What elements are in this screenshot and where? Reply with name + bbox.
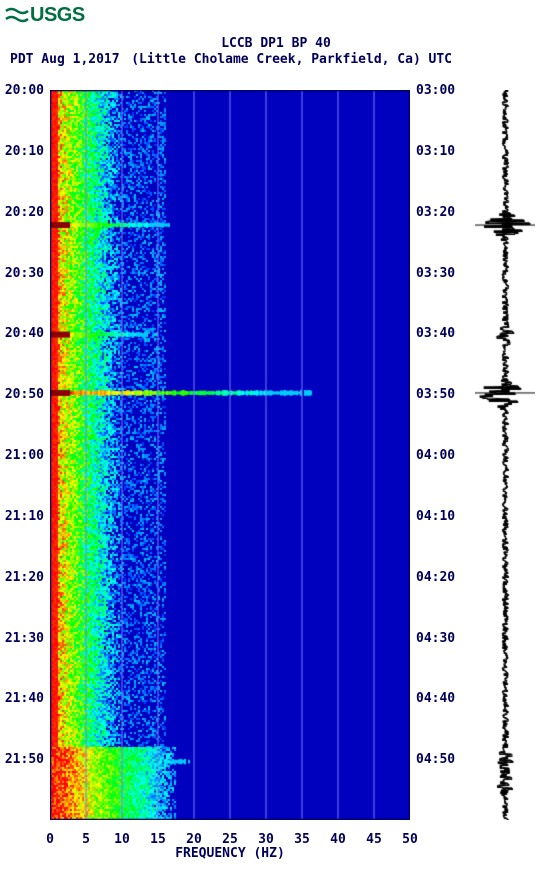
right-tick-label: 03:00 bbox=[416, 83, 456, 98]
left-tick-label: 21:50 bbox=[4, 752, 44, 767]
x-tick-label: 30 bbox=[256, 832, 276, 847]
subtitle-right: UTC bbox=[429, 52, 452, 67]
spectrogram-plot bbox=[50, 90, 410, 820]
x-tick-label: 20 bbox=[184, 832, 204, 847]
x-tick-label: 35 bbox=[292, 832, 312, 847]
left-tick-label: 20:50 bbox=[4, 387, 44, 402]
left-tick-label: 21:20 bbox=[4, 570, 44, 585]
x-tick-label: 5 bbox=[76, 832, 96, 847]
right-tick-label: 03:20 bbox=[416, 205, 456, 220]
left-tick-label: 21:10 bbox=[4, 509, 44, 524]
x-tick-label: 0 bbox=[40, 832, 60, 847]
seismogram-trace bbox=[475, 90, 535, 820]
right-tick-label: 03:10 bbox=[416, 144, 456, 159]
right-tick-label: 04:00 bbox=[416, 448, 456, 463]
left-tick-label: 21:00 bbox=[4, 448, 44, 463]
subtitle-mid: (Little Cholame Creek, Parkfield, Ca) bbox=[0, 52, 552, 67]
x-tick-label: 45 bbox=[364, 832, 384, 847]
right-tick-label: 04:30 bbox=[416, 631, 456, 646]
right-tick-label: 04:50 bbox=[416, 752, 456, 767]
left-tick-label: 20:10 bbox=[4, 144, 44, 159]
usgs-logo: USGS bbox=[4, 4, 85, 27]
chart-title: LCCB DP1 BP 40 bbox=[0, 36, 552, 52]
right-tick-label: 03:40 bbox=[416, 326, 456, 341]
left-tick-label: 20:40 bbox=[4, 326, 44, 341]
x-tick-label: 15 bbox=[148, 832, 168, 847]
spectrogram-canvas bbox=[50, 90, 410, 820]
x-tick-label: 50 bbox=[400, 832, 420, 847]
left-tick-label: 20:30 bbox=[4, 266, 44, 281]
seismogram-canvas bbox=[475, 90, 535, 820]
left-tick-label: 21:40 bbox=[4, 691, 44, 706]
x-tick-label: 40 bbox=[328, 832, 348, 847]
x-tick-label: 25 bbox=[220, 832, 240, 847]
right-tick-label: 04:10 bbox=[416, 509, 456, 524]
right-tick-label: 03:30 bbox=[416, 266, 456, 281]
x-tick-label: 10 bbox=[112, 832, 132, 847]
left-tick-label: 21:30 bbox=[4, 631, 44, 646]
left-tick-label: 20:00 bbox=[4, 83, 44, 98]
x-axis-title: FREQUENCY (HZ) bbox=[50, 846, 410, 861]
usgs-logo-text: USGS bbox=[30, 4, 85, 26]
right-tick-label: 04:40 bbox=[416, 691, 456, 706]
right-tick-label: 04:20 bbox=[416, 570, 456, 585]
left-tick-label: 20:20 bbox=[4, 205, 44, 220]
right-tick-label: 03:50 bbox=[416, 387, 456, 402]
